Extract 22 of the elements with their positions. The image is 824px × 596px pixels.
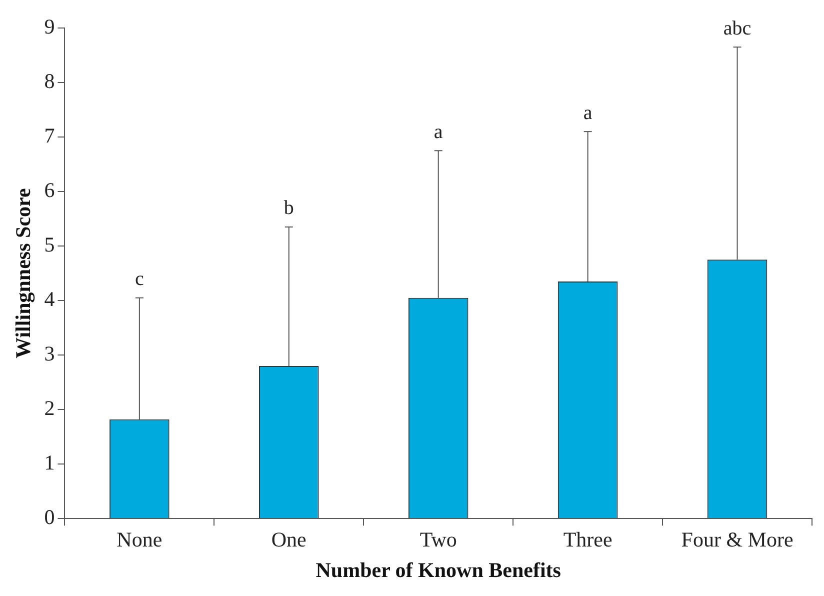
y-tick-label: 6 <box>44 178 55 202</box>
y-tick-label: 0 <box>44 505 55 530</box>
annotation: abc <box>723 17 752 40</box>
y-tick-label: 9 <box>44 14 55 39</box>
y-tick-label: 1 <box>44 450 55 475</box>
x-axis-title: Number of Known Benefits <box>316 558 561 582</box>
y-tick-label: 8 <box>44 69 55 94</box>
x-tick-label: Two <box>420 528 457 552</box>
y-tick-label: 2 <box>44 396 55 420</box>
y-tick-label: 5 <box>44 232 55 257</box>
x-tick-label: Three <box>563 528 612 552</box>
annotation: a <box>434 120 443 143</box>
annotation: b <box>284 197 294 220</box>
annotation: c <box>134 268 144 290</box>
x-tick-label: One <box>271 528 306 552</box>
y-tick-label: 4 <box>44 287 56 312</box>
y-tick-label: 3 <box>44 342 55 366</box>
x-tick-label: None <box>116 528 162 552</box>
y-tick-label: 7 <box>44 124 55 148</box>
x-tick-label: Four & More <box>681 528 794 552</box>
y-axis-title: Willingnness Score <box>11 188 36 358</box>
annotation: a <box>583 102 592 124</box>
